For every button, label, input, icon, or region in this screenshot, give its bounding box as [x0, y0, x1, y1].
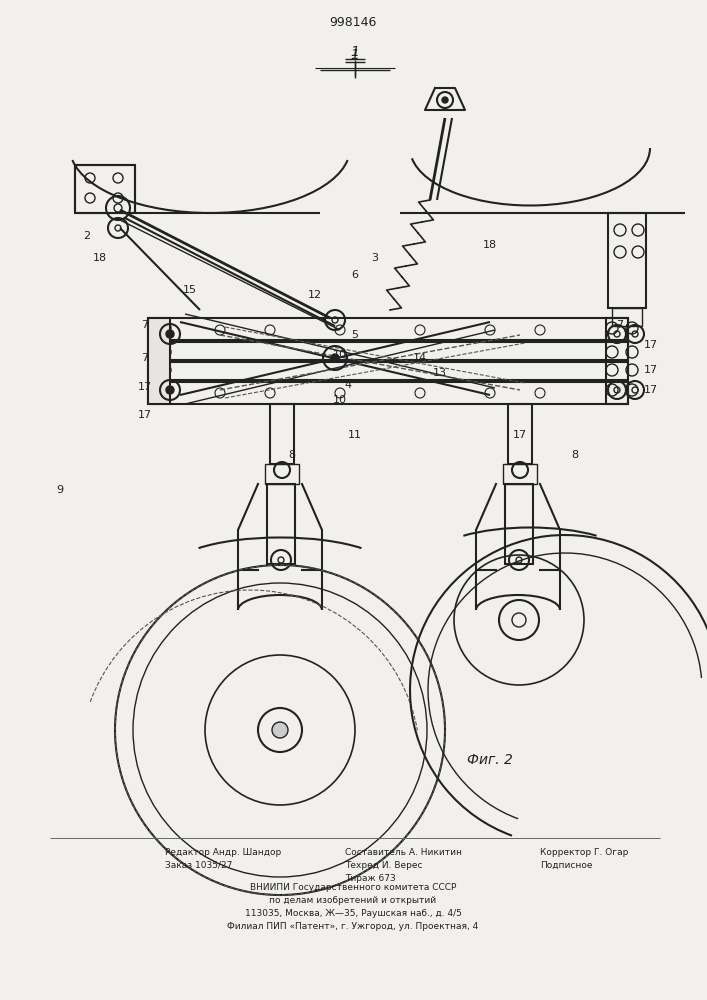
Text: 8: 8: [571, 450, 578, 460]
Bar: [148, 362, 628, 380]
Text: 998146: 998146: [329, 15, 377, 28]
Bar: [148, 382, 628, 404]
Text: Подписное: Подписное: [540, 861, 592, 870]
Circle shape: [272, 722, 288, 738]
Bar: [612, 308, 642, 326]
Text: Составитель А. Никитин: Составитель А. Никитин: [345, 848, 462, 857]
Text: 4: 4: [344, 380, 351, 390]
Text: 15: 15: [183, 285, 197, 295]
Text: 6: 6: [351, 270, 358, 280]
Text: по делам изобретений и открытий: по делам изобретений и открытий: [269, 896, 436, 905]
Circle shape: [166, 330, 174, 338]
Bar: [267, 484, 295, 564]
Text: Фиг. 2: Фиг. 2: [467, 753, 513, 767]
Text: 17: 17: [644, 365, 658, 375]
Text: 3: 3: [371, 253, 378, 263]
Bar: [505, 484, 533, 564]
Text: 7: 7: [141, 320, 148, 330]
Text: 12: 12: [308, 290, 322, 300]
Text: 17: 17: [138, 382, 152, 392]
Text: 5: 5: [351, 330, 358, 340]
Text: Редактор Андр. Шандор: Редактор Андр. Шандор: [165, 848, 281, 857]
Text: 17: 17: [644, 385, 658, 395]
Bar: [75, 165, 135, 213]
Text: Заказ 1035/27: Заказ 1035/27: [165, 861, 233, 870]
Bar: [265, 464, 299, 484]
Bar: [606, 318, 628, 404]
Bar: [508, 404, 532, 464]
Bar: [503, 464, 537, 484]
Text: Техред И. Верес: Техред И. Верес: [345, 861, 423, 870]
Text: 18: 18: [93, 253, 107, 263]
Text: 17: 17: [138, 410, 152, 420]
Text: 18: 18: [483, 240, 497, 250]
Text: 1: 1: [351, 45, 359, 59]
Text: 8: 8: [288, 450, 296, 460]
Text: Корректор Г. Огар: Корректор Г. Огар: [540, 848, 629, 857]
Text: 17: 17: [513, 430, 527, 440]
Bar: [148, 342, 628, 360]
Circle shape: [331, 354, 339, 362]
Bar: [608, 213, 646, 308]
Bar: [270, 404, 294, 464]
Bar: [148, 318, 170, 404]
Text: 14: 14: [413, 353, 427, 363]
Text: 7: 7: [617, 320, 624, 330]
Text: 1: 1: [351, 48, 359, 62]
Text: ВНИИПИ Государственного комитета СССР: ВНИИПИ Государственного комитета СССР: [250, 883, 456, 892]
Text: 2: 2: [83, 231, 90, 241]
Circle shape: [166, 386, 174, 394]
Bar: [148, 318, 628, 340]
Text: 113035, Москва, Ж—35, Раушская наб., д. 4/5: 113035, Москва, Ж—35, Раушская наб., д. …: [245, 909, 462, 918]
Text: Тираж 673: Тираж 673: [345, 874, 396, 883]
Text: 7: 7: [141, 353, 148, 363]
Text: 13: 13: [433, 368, 447, 378]
Text: Филиал ПИП «Патент», г. Ужгород, ул. Проектная, 4: Филиал ПИП «Патент», г. Ужгород, ул. Про…: [228, 922, 479, 931]
Text: 10: 10: [333, 350, 347, 360]
Text: 17: 17: [644, 340, 658, 350]
Text: 10: 10: [333, 395, 347, 405]
Circle shape: [442, 97, 448, 103]
Text: 11: 11: [348, 430, 362, 440]
Text: 9: 9: [57, 485, 64, 495]
